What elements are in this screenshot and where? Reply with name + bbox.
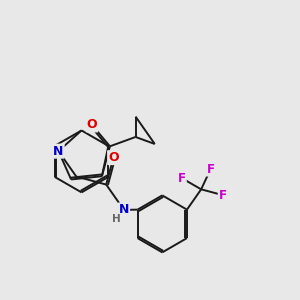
Text: N: N [119, 203, 129, 216]
Text: H: H [112, 214, 121, 224]
Text: O: O [108, 151, 119, 164]
Text: F: F [207, 163, 214, 176]
Text: F: F [219, 189, 227, 202]
Text: O: O [87, 118, 97, 131]
Text: N: N [53, 145, 64, 158]
Text: F: F [178, 172, 186, 185]
